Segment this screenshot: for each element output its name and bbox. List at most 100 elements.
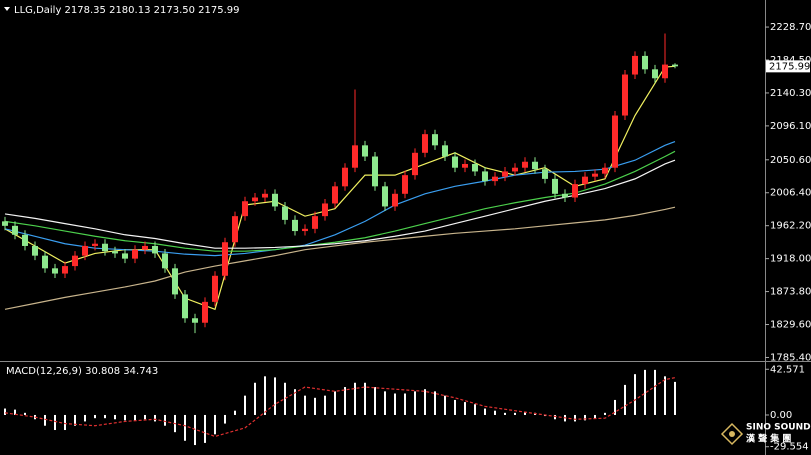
candle-body (492, 176, 498, 182)
candle-body (92, 243, 98, 246)
macd-bar (514, 412, 516, 415)
macd-bar (324, 395, 326, 415)
watermark-logo (720, 422, 744, 446)
candle-body (402, 175, 408, 194)
y-tick-label: 42.571 (770, 364, 805, 375)
candle-body (472, 163, 478, 172)
candle-body (552, 178, 558, 194)
candle-body (512, 167, 518, 172)
candle-body (122, 253, 128, 259)
candle-body (582, 176, 588, 185)
macd-bar (244, 395, 246, 415)
macd-bar (74, 414, 76, 426)
candle-body (462, 163, 468, 168)
candle-body (272, 193, 278, 207)
macd-bar (494, 410, 496, 415)
macd-bar (424, 389, 426, 415)
indicator-title: MACD(12,26,9) 30.808 34.743 (6, 366, 158, 377)
macd-bar (114, 414, 116, 420)
macd-bar (624, 384, 626, 415)
macd-bar (334, 391, 336, 415)
macd-bar (674, 381, 676, 415)
candle-body (502, 171, 508, 177)
candle-body (242, 201, 248, 217)
macd-bar (44, 414, 46, 426)
candle-body (322, 203, 328, 217)
macd-bar (414, 391, 416, 415)
y-tick-label: 1918.00 (770, 254, 811, 265)
macd-bar (354, 382, 356, 415)
y-tick-label: 2096.10 (770, 121, 811, 132)
candle-body (312, 216, 318, 229)
macd-bar (394, 393, 396, 415)
candle-body (282, 206, 288, 220)
macd-bar (384, 391, 386, 415)
candle-body (152, 245, 158, 254)
watermark-chinese: 漢 聲 集 團 (746, 433, 791, 445)
macd-bar (234, 410, 236, 415)
macd-bar (344, 387, 346, 415)
candle-body (672, 64, 678, 67)
candle-body (142, 245, 148, 250)
candle-body (262, 193, 268, 198)
candle-body (182, 294, 188, 319)
macd-bar (144, 414, 146, 420)
macd-bar (84, 414, 86, 422)
macd-bar (274, 377, 276, 415)
candle-body (442, 145, 448, 157)
candle-body (302, 228, 308, 232)
candle-body (482, 171, 488, 182)
candle-body (192, 318, 198, 323)
macd-bar (644, 369, 646, 415)
macd-bar (474, 404, 476, 415)
candle-body (22, 234, 28, 246)
candle-body (372, 156, 378, 187)
moving-average (4, 141, 676, 257)
macd-bar (554, 414, 556, 420)
macd-bar (64, 414, 66, 431)
candle-body (172, 268, 178, 295)
macd-bar (524, 411, 526, 415)
candle-body (202, 301, 208, 323)
y-tick-label: 1873.80 (770, 287, 811, 298)
macd-bar (134, 414, 136, 421)
candle-body (132, 249, 138, 259)
macd-bar (434, 391, 436, 415)
candle-body (382, 186, 388, 207)
macd-bar (484, 408, 486, 415)
macd-bar (594, 414, 596, 419)
candle-body (542, 169, 548, 179)
macd-bar (264, 376, 266, 415)
candle-body (162, 253, 168, 269)
y-tick-label: 2050.60 (770, 155, 811, 166)
candle-body (102, 243, 108, 252)
candle-body (232, 216, 238, 243)
candle-body (632, 55, 638, 75)
moving-average (4, 159, 676, 249)
candle-body (432, 134, 438, 146)
candle-body (32, 245, 38, 256)
candle-body (392, 193, 398, 207)
candle-body (342, 167, 348, 187)
macd-bar (24, 412, 26, 415)
macd-bar (314, 397, 316, 415)
macd-bar (304, 395, 306, 415)
candle-body (572, 184, 578, 198)
watermark-brand: SINO SOUND (746, 423, 811, 433)
candle-body (562, 193, 568, 198)
macd-bar (224, 414, 226, 424)
candle-body (662, 64, 668, 79)
y-tick-label: 1962.20 (770, 221, 811, 232)
candle-body (52, 268, 58, 274)
macd-bar (634, 374, 636, 415)
candle-body (412, 152, 418, 176)
macd-bar (664, 376, 666, 415)
macd-bar (4, 408, 6, 415)
macd-bar (504, 412, 506, 415)
macd-bar (444, 395, 446, 415)
macd-bar (104, 414, 106, 419)
macd-bar (604, 412, 606, 415)
candle-body (112, 251, 118, 254)
